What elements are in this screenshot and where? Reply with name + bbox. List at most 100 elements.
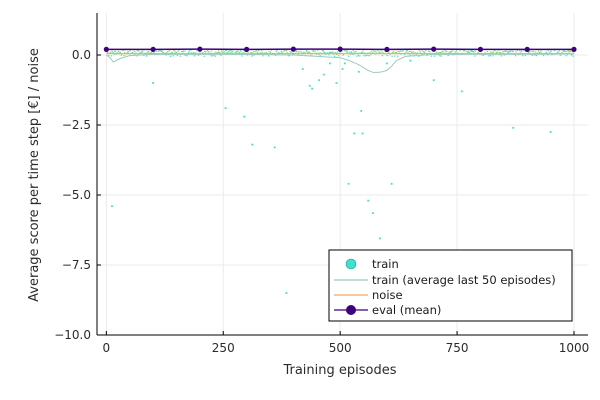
train-point: [127, 51, 129, 53]
eval-mean-point: [290, 46, 296, 52]
train-point: [381, 55, 383, 57]
train-point: [447, 54, 449, 57]
series-layer: [103, 46, 577, 294]
train-point: [273, 146, 276, 149]
train-point: [155, 50, 157, 52]
noise-point: [250, 51, 252, 54]
noise-point: [167, 50, 169, 53]
train-point: [496, 51, 498, 53]
noise-point: [297, 51, 300, 53]
train-point: [531, 54, 533, 57]
train-point: [318, 79, 321, 82]
y-tick-label: −7.5: [62, 258, 91, 272]
train-point: [290, 51, 292, 53]
y-tick-label: 0.0: [72, 48, 91, 62]
train-point: [346, 51, 348, 54]
train-point: [404, 53, 406, 55]
train-point: [369, 55, 371, 57]
noise-point: [175, 52, 178, 54]
noise-point: [160, 50, 162, 52]
train-point: [409, 54, 411, 56]
train-point: [231, 51, 233, 53]
noise-point: [304, 52, 307, 54]
noise-point: [512, 51, 514, 53]
train-point: [275, 54, 277, 57]
train-point: [210, 55, 212, 57]
noise-point: [216, 52, 218, 54]
noise-point: [140, 52, 143, 54]
train-point: [115, 51, 117, 53]
eval-mean-point: [384, 46, 390, 53]
noise-point: [361, 51, 363, 53]
train-point: [371, 212, 374, 215]
train-point: [448, 52, 451, 54]
train-point: [425, 49, 427, 52]
train-point: [256, 51, 258, 53]
eval-mean-point: [524, 46, 530, 53]
noise-point: [173, 49, 175, 52]
train-point: [397, 55, 399, 57]
noise-point: [323, 51, 325, 53]
noise-point: [344, 49, 346, 52]
eval-mean-point: [150, 46, 156, 53]
noise-point: [532, 50, 534, 52]
train-point: [291, 53, 294, 56]
noise-point: [362, 50, 364, 52]
train-point: [350, 51, 352, 53]
train-point: [145, 55, 148, 57]
noise-point: [550, 50, 552, 52]
noise-point: [295, 51, 297, 53]
noise-point: [570, 50, 572, 52]
noise-point: [317, 52, 319, 54]
train-point: [366, 54, 368, 56]
noise-point: [232, 50, 234, 52]
noise-point: [495, 51, 497, 54]
train-average-line: [106, 53, 575, 73]
train-point: [387, 55, 389, 57]
noise-point: [261, 51, 263, 53]
noise-point: [300, 51, 302, 53]
noise-point: [384, 51, 387, 53]
noise-point: [313, 50, 315, 52]
noise-point: [549, 52, 551, 54]
train-point: [390, 182, 393, 185]
noise-point: [335, 53, 338, 56]
noise-point: [303, 51, 305, 53]
train-point: [450, 51, 452, 53]
train-point: [521, 55, 524, 57]
train-point: [188, 52, 190, 54]
legend-label-noise: noise: [372, 288, 403, 302]
train-point: [193, 55, 195, 57]
noise-point: [484, 51, 486, 54]
noise-point: [285, 50, 287, 52]
noise-point: [387, 52, 389, 54]
train-point: [439, 55, 441, 57]
train-point: [328, 62, 331, 65]
train-point: [524, 54, 526, 57]
noise-point: [265, 51, 267, 54]
train-point: [364, 55, 367, 57]
train-point: [280, 50, 282, 52]
train-point: [357, 70, 360, 73]
noise-point: [123, 52, 126, 54]
noise-point: [540, 52, 542, 54]
train-point: [335, 82, 338, 84]
train-point: [507, 51, 510, 53]
train-point: [123, 54, 125, 57]
train-point: [117, 51, 120, 53]
noise-point: [506, 51, 509, 53]
noise-point: [306, 50, 308, 53]
noise-point: [309, 52, 311, 54]
train-point: [239, 49, 242, 51]
noise-point: [445, 51, 447, 53]
noise-point: [153, 52, 155, 54]
noise-point: [161, 51, 164, 53]
train-point: [562, 50, 564, 52]
noise-point: [491, 51, 493, 54]
train-point: [108, 54, 110, 57]
noise-point: [223, 51, 225, 53]
train-point: [111, 205, 113, 208]
train-point: [347, 182, 350, 185]
legend-label-train-average: train (average last 50 episodes): [372, 273, 556, 287]
noise-point: [405, 51, 408, 53]
